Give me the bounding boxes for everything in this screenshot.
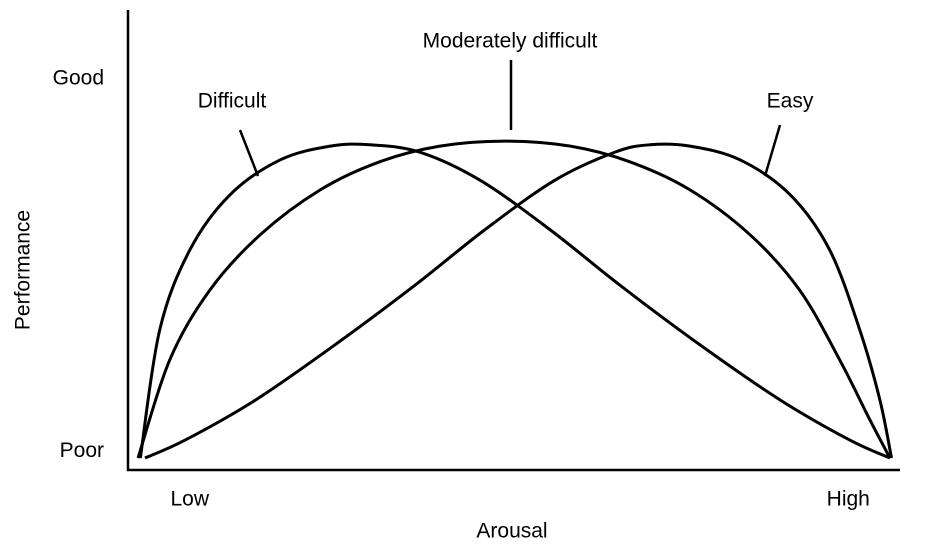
x-tick-label: Low bbox=[170, 488, 209, 511]
leader-line bbox=[763, 124, 782, 177]
x-tick-label: High bbox=[827, 488, 870, 511]
series-label: Difficult bbox=[198, 90, 267, 113]
y-tick-label: Poor bbox=[60, 439, 104, 462]
leader-line bbox=[238, 129, 260, 177]
y-axis-title: Performance bbox=[12, 210, 35, 330]
x-axis-title: Arousal bbox=[476, 520, 547, 543]
series-label: Easy bbox=[767, 90, 814, 113]
y-tick-label: Good bbox=[53, 67, 104, 90]
curve bbox=[138, 142, 891, 460]
curve bbox=[136, 139, 892, 459]
series-label: Moderately difficult bbox=[423, 30, 598, 53]
curve bbox=[144, 142, 893, 460]
